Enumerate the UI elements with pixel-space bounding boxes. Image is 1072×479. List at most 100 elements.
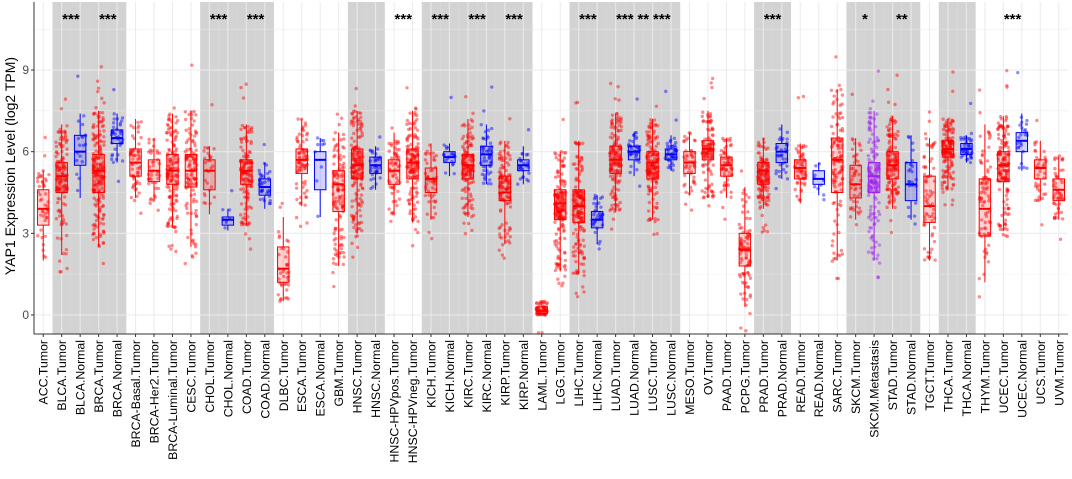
data-point — [500, 164, 503, 167]
data-point — [185, 141, 188, 144]
data-point — [635, 137, 638, 140]
data-point — [239, 86, 242, 89]
data-point — [424, 152, 427, 155]
data-point — [406, 119, 409, 122]
data-point — [887, 181, 890, 184]
data-point — [553, 151, 556, 154]
data-point — [888, 146, 891, 149]
data-point — [896, 130, 899, 133]
data-point — [405, 86, 408, 89]
data-point — [889, 127, 892, 130]
data-point — [628, 139, 631, 142]
data-point — [794, 188, 797, 191]
data-point — [397, 156, 400, 159]
data-point — [875, 257, 878, 260]
data-point — [527, 128, 530, 131]
data-point — [59, 237, 62, 240]
data-point — [230, 189, 233, 192]
box — [93, 154, 104, 192]
data-point — [54, 141, 57, 144]
data-point — [334, 237, 337, 240]
data-point — [461, 137, 464, 140]
data-point — [597, 247, 600, 250]
data-point — [464, 212, 467, 215]
data-point — [432, 193, 435, 196]
data-point — [797, 151, 800, 154]
box — [481, 146, 492, 165]
data-point — [166, 222, 169, 225]
data-point — [184, 118, 187, 121]
data-point — [655, 202, 658, 205]
data-point — [65, 267, 68, 270]
data-point — [1035, 140, 1038, 143]
data-point — [611, 113, 614, 116]
data-point — [702, 171, 705, 174]
data-point — [747, 285, 750, 288]
data-point — [427, 194, 430, 197]
data-point — [340, 244, 343, 247]
data-point — [527, 179, 530, 182]
data-point — [942, 160, 945, 163]
data-point — [987, 145, 990, 148]
data-point — [830, 125, 833, 128]
box — [241, 160, 252, 184]
data-point — [246, 125, 249, 128]
data-point — [506, 152, 509, 155]
data-point — [355, 87, 358, 90]
data-point — [191, 188, 194, 191]
data-point — [1041, 197, 1044, 200]
data-point — [340, 247, 343, 250]
data-point — [576, 295, 579, 298]
data-point — [560, 172, 563, 175]
data-point — [575, 292, 578, 295]
data-point — [212, 147, 215, 150]
data-point — [92, 232, 95, 235]
data-point — [930, 248, 933, 251]
data-point — [184, 262, 187, 265]
data-point — [888, 123, 891, 126]
box — [204, 160, 215, 190]
data-point — [147, 141, 150, 144]
data-point — [557, 175, 560, 178]
data-point — [1052, 202, 1055, 205]
data-point — [242, 96, 245, 99]
data-point — [500, 223, 503, 226]
data-point — [894, 180, 897, 183]
data-point — [1006, 188, 1009, 191]
data-point — [64, 203, 67, 206]
data-point — [951, 203, 954, 206]
data-point — [1025, 122, 1028, 125]
data-point — [353, 110, 356, 113]
data-point — [653, 205, 656, 208]
data-point — [295, 186, 298, 189]
data-point — [335, 218, 338, 221]
data-point — [581, 252, 584, 255]
data-point — [932, 167, 935, 170]
data-point — [174, 250, 177, 253]
data-point — [597, 242, 600, 245]
data-point — [1016, 71, 1019, 74]
data-point — [774, 187, 777, 190]
data-point — [175, 194, 178, 197]
data-point — [911, 149, 914, 152]
data-point — [837, 203, 840, 206]
data-point — [350, 242, 353, 245]
data-point — [651, 198, 654, 201]
data-point — [893, 121, 896, 124]
data-point — [92, 238, 95, 241]
data-point — [999, 228, 1002, 231]
data-point — [617, 129, 620, 132]
data-point — [174, 209, 177, 212]
data-point — [988, 132, 991, 135]
data-point — [335, 263, 338, 266]
data-point — [867, 141, 870, 144]
data-point — [858, 144, 861, 147]
data-point — [832, 132, 835, 135]
data-point — [295, 138, 298, 141]
data-point — [192, 110, 195, 113]
data-point — [498, 157, 501, 160]
data-point — [1060, 158, 1063, 161]
data-point — [203, 146, 206, 149]
data-point — [351, 255, 354, 258]
data-point — [692, 181, 695, 184]
